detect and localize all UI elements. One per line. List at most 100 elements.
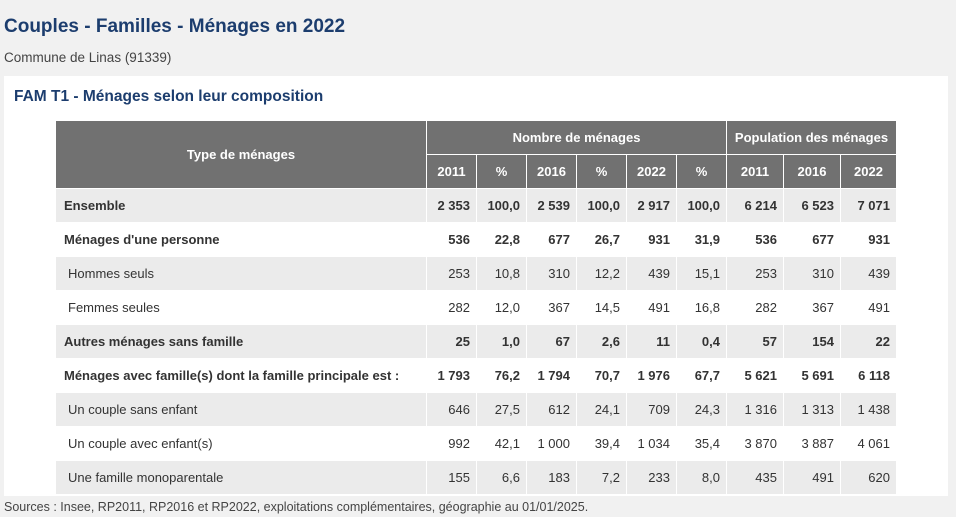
table-cell: 439 [626,256,677,291]
table-cell: 4 061 [840,426,897,461]
table-cell: 14,5 [576,290,627,325]
table-cell: 1 794 [526,358,577,393]
table-cell: 5 691 [783,358,841,393]
sources-note: Sources : Insee, RP2011, RP2016 et RP202… [4,500,589,514]
row-label: Un couple avec enfant(s) [55,426,427,461]
table-cell: 154 [783,324,841,359]
row-label: Un couple sans enfant [55,392,427,427]
table-cell: 367 [526,290,577,325]
table-cell: 70,7 [576,358,627,393]
column-header: 2022 [626,154,677,189]
table-cell: 677 [783,222,841,257]
table-cell: 491 [840,290,897,325]
table-cell: 57 [726,324,784,359]
table-cell: 282 [726,290,784,325]
table-row: Hommes seuls 253 10,8 310 12,2 439 15,1 253 310 4… [55,256,897,291]
table-cell: 1 034 [626,426,677,461]
table-cell: 3 870 [726,426,784,461]
column-header: 2022 [840,154,897,189]
row-label: Hommes seuls [55,256,427,291]
table-cell: 1 438 [840,392,897,427]
table-cell: 677 [526,222,577,257]
table-cell: 1,0 [476,324,527,359]
header-row-groups: Type de ménages Nombre de ménages Popula… [55,120,897,189]
table-cell: 536 [426,222,477,257]
table-cell: 35,4 [676,426,727,461]
column-header: % [476,154,527,189]
table-cell: 1 793 [426,358,477,393]
header-row-years: 2011 % 2016 % 2022 % 2011 2016 2022 [56,154,897,189]
table-cell: 15,1 [676,256,727,291]
table-cell: 367 [783,290,841,325]
table-cell: 491 [626,290,677,325]
table-row: Autres ménages sans famille 25 1,0 67 2,6 11 0… [55,324,897,359]
table-cell: 67,7 [676,358,727,393]
table-cell: 931 [626,222,677,257]
table-cell: 67 [526,324,577,359]
table-cell: 8,0 [676,460,727,495]
table-cell: 1 313 [783,392,841,427]
table-cell: 709 [626,392,677,427]
column-group-nombre: Nombre de ménages [426,120,727,155]
table-cell: 6,6 [476,460,527,495]
column-group-population: Population des ménages [726,120,897,155]
table-cell: 7 071 [840,188,897,223]
table-cell: 612 [526,392,577,427]
table-cell: 536 [726,222,784,257]
table-row: Ménages avec famille(s) dont la famille … [55,358,897,393]
table-cell: 931 [840,222,897,257]
table-row: Ensemble 2 353 100,0 2 539 100,0 2 917 100,0 6 … [55,188,897,223]
table-cell: 5 621 [726,358,784,393]
table-cell: 1 976 [626,358,677,393]
page-subtitle: Commune de Linas (91339) [4,50,172,65]
table-cell: 435 [726,460,784,495]
table-cell: 6 118 [840,358,897,393]
table-row: Un couple avec enfant(s) 992 42,1 1 000 39,4… [55,426,897,461]
row-label: Une famille monoparentale [55,460,427,495]
page-title: Couples - Familles - Ménages en 2022 [4,16,346,37]
table-body: Ensemble 2 353 100,0 2 539 100,0 2 917 100,0 6 … [55,188,897,495]
table-cell: 12,0 [476,290,527,325]
table-cell: 1 000 [526,426,577,461]
table-cell: 39,4 [576,426,627,461]
table-cell: 491 [783,460,841,495]
table-cell: 646 [426,392,477,427]
table-cell: 100,0 [476,188,527,223]
table-cell: 31,9 [676,222,727,257]
table-cell: 25 [426,324,477,359]
table-cell: 253 [426,256,477,291]
table-cell: 24,1 [576,392,627,427]
table-cell: 2 539 [526,188,577,223]
table-cell: 6 214 [726,188,784,223]
table-cell: 2 353 [426,188,477,223]
table-cell: 233 [626,460,677,495]
row-label: Autres ménages sans famille [55,324,427,359]
row-label: Ménages avec famille(s) dont la famille … [55,358,427,393]
table-cell: 22 [840,324,897,359]
table-cell: 282 [426,290,477,325]
table-cell: 12,2 [576,256,627,291]
table-cell: 439 [840,256,897,291]
table-cell: 2,6 [576,324,627,359]
table-row: Une famille monoparentale 155 6,6 183 7,2 233… [55,460,897,495]
table-cell: 2 917 [626,188,677,223]
table-cell: 76,2 [476,358,527,393]
table-cell: 24,3 [676,392,727,427]
table-cell: 992 [426,426,477,461]
column-header: 2016 [783,154,841,189]
column-header: % [576,154,627,189]
column-header: 2011 [426,154,477,189]
column-header-type: Type de ménages [55,120,427,189]
table-cell: 27,5 [476,392,527,427]
table-cell: 26,7 [576,222,627,257]
table-cell: 22,8 [476,222,527,257]
table-cell: 1 316 [726,392,784,427]
households-table: Type de ménages Nombre de ménages Popula… [55,120,897,495]
table-cell: 100,0 [576,188,627,223]
row-label: Femmes seules [55,290,427,325]
table-cell: 16,8 [676,290,727,325]
table-cell: 155 [426,460,477,495]
column-header: 2011 [726,154,784,189]
table-cell: 42,1 [476,426,527,461]
table-title: FAM T1 - Ménages selon leur composition [14,88,324,105]
